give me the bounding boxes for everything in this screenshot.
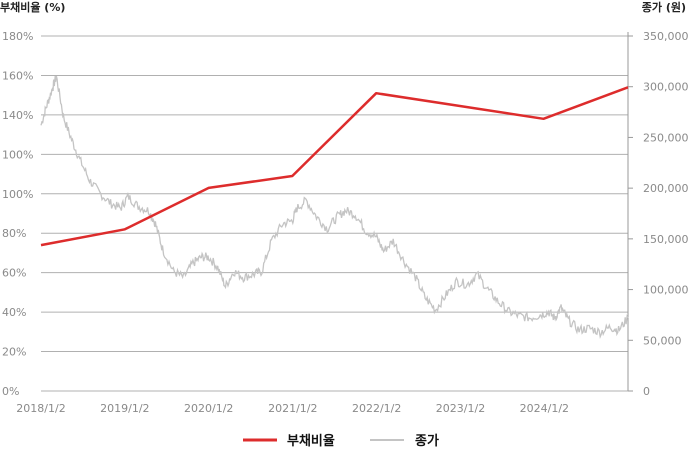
right-axis-title: 종가 (원) [642,0,686,14]
left-y-tick-label: 180% [2,30,33,43]
right-y-tick-label: 250,000 [643,131,689,144]
x-tick-label: 2024/1/2 [520,402,569,415]
right-y-tick-label: 200,000 [643,182,689,195]
grid-lines [41,35,628,392]
right-y-tick-label: 0 [643,385,650,398]
x-tick-label: 2019/1/2 [100,402,149,415]
series-line-debt [40,86,629,247]
x-tick-label: 2021/1/2 [268,402,317,415]
left-axis-title: 부채비율 (%) [0,0,65,14]
right-y-tick-label: 50,000 [643,334,682,347]
left-y-axis-ticks: 0% 20% 40% 60% 80% 100% 100% 140% 160% 180% [2,30,33,398]
right-y-tick-label: 100,000 [643,284,689,297]
x-tick-label: 2020/1/2 [184,402,233,415]
left-y-tick-label: 100% [2,148,33,161]
left-y-tick-label: 80% [2,227,26,240]
right-y-tick-label: 150,000 [643,233,689,246]
legend-label-price: 종가 [415,434,439,449]
left-y-tick-label: 20% [2,346,26,359]
left-y-tick-label: 40% [2,306,26,319]
legend-label-debt: 부채비율 [287,433,335,449]
x-axis-ticks: 2018/1/2 2019/1/2 2020/1/2 2021/1/2 2022/1/2… [16,402,569,415]
left-y-tick-label: 60% [2,267,26,280]
right-y-axis-ticks: 0 50,000 100,000 150,000 200,000 250,000 300,0… [628,30,689,398]
left-y-tick-label: 100% [2,188,33,201]
left-y-tick-label: 0% [2,385,19,398]
right-y-tick-label: 300,000 [643,81,689,94]
legend: 부채비율 종가 [243,433,439,449]
x-tick-label: 2018/1/2 [16,402,65,415]
left-y-tick-label: 160% [2,69,33,82]
x-tick-label: 2022/1/2 [352,402,401,415]
series-line-price [40,75,629,339]
left-y-tick-label: 140% [2,109,33,122]
right-y-tick-label: 350,000 [643,30,689,43]
x-tick-label: 2023/1/2 [436,402,485,415]
